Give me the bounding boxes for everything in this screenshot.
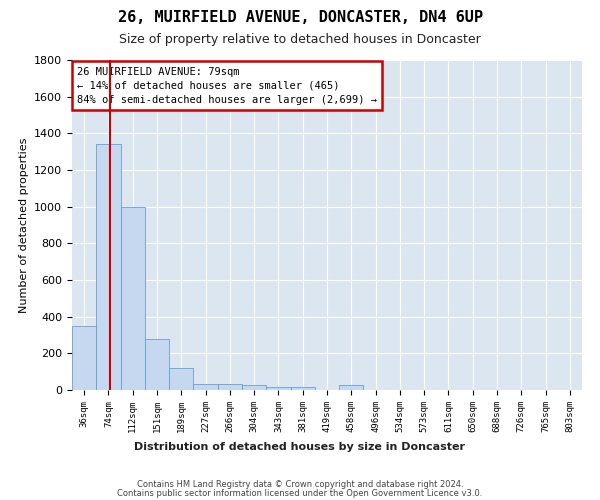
Bar xyxy=(121,206,145,390)
Bar xyxy=(266,387,290,390)
Bar xyxy=(242,386,266,390)
Text: Contains public sector information licensed under the Open Government Licence v3: Contains public sector information licen… xyxy=(118,489,482,498)
Text: Size of property relative to detached houses in Doncaster: Size of property relative to detached ho… xyxy=(119,32,481,46)
Bar xyxy=(169,368,193,390)
Text: Distribution of detached houses by size in Doncaster: Distribution of detached houses by size … xyxy=(134,442,466,452)
Text: Contains HM Land Registry data © Crown copyright and database right 2024.: Contains HM Land Registry data © Crown c… xyxy=(137,480,463,489)
Bar xyxy=(96,144,121,390)
Text: 26, MUIRFIELD AVENUE, DONCASTER, DN4 6UP: 26, MUIRFIELD AVENUE, DONCASTER, DN4 6UP xyxy=(118,10,482,25)
Bar xyxy=(339,384,364,390)
Y-axis label: Number of detached properties: Number of detached properties xyxy=(19,138,29,312)
Bar xyxy=(145,338,169,390)
Bar xyxy=(72,326,96,390)
Text: 26 MUIRFIELD AVENUE: 79sqm
← 14% of detached houses are smaller (465)
84% of sem: 26 MUIRFIELD AVENUE: 79sqm ← 14% of deta… xyxy=(77,66,377,104)
Bar xyxy=(193,384,218,390)
Bar xyxy=(290,387,315,390)
Bar xyxy=(218,384,242,390)
